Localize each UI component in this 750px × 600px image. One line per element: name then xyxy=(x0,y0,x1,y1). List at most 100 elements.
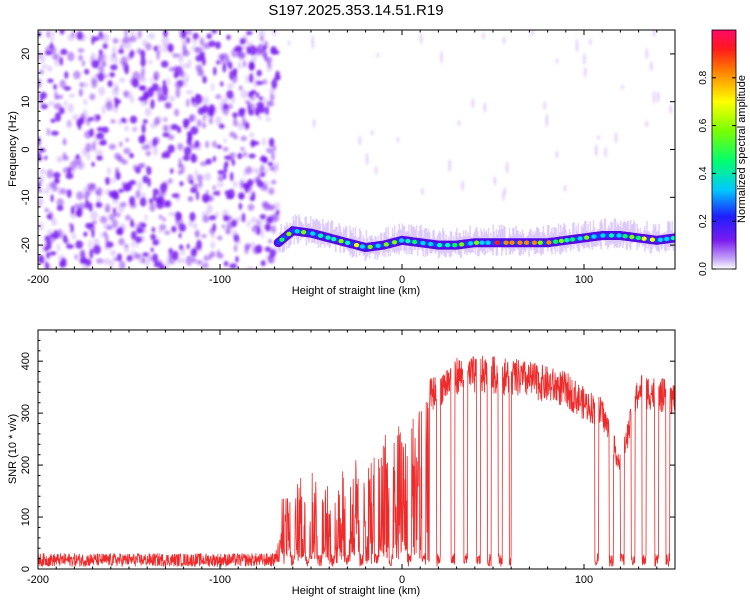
noise-speckle xyxy=(244,100,251,105)
noise-speckle xyxy=(143,91,150,97)
noise-speckle xyxy=(38,188,43,193)
noise-speckle xyxy=(67,33,75,42)
colorbar-tick-label: 0.4 xyxy=(698,166,709,180)
noise-speckle xyxy=(191,96,196,104)
noise-speckle xyxy=(163,117,168,122)
ridge-peak xyxy=(524,240,530,245)
noise-speckle xyxy=(118,49,124,54)
noise-speckle xyxy=(132,126,138,132)
noise-speckle xyxy=(226,215,233,220)
noise-speckle xyxy=(79,33,87,42)
ridge-peak xyxy=(383,242,389,247)
ridge-peak xyxy=(445,242,451,248)
noise-speckle xyxy=(162,217,166,222)
noise-speckle xyxy=(241,212,246,223)
noise-speckle xyxy=(111,46,117,53)
noise-speckle xyxy=(44,235,51,242)
noise-speckle xyxy=(142,252,149,257)
noise-speckle xyxy=(88,202,93,212)
ridge-peak xyxy=(569,237,576,242)
noise-speckle xyxy=(203,254,209,262)
noise-speckle xyxy=(135,238,139,248)
ridge-peak xyxy=(635,235,642,241)
noise-speckle xyxy=(38,175,44,184)
noise-speckle xyxy=(98,86,106,96)
noise-speckle xyxy=(111,177,116,184)
noise-speckle xyxy=(243,151,248,158)
noise-speckle xyxy=(144,107,152,117)
noise-speckle xyxy=(229,263,238,269)
snr-xlabel: Height of straight line (km) xyxy=(292,585,420,597)
noise-speckle xyxy=(148,198,154,204)
y-tick-label: 200 xyxy=(20,456,32,474)
noise-speckle xyxy=(81,147,89,157)
noise-speckle xyxy=(229,152,236,159)
ridge-halo xyxy=(331,220,334,244)
noise-speckle xyxy=(287,40,291,46)
y-tick-label: 100 xyxy=(20,508,32,526)
y-tick-label: 400 xyxy=(20,352,32,370)
noise-speckle xyxy=(259,96,263,101)
noise-speckle xyxy=(156,199,164,210)
noise-speckle xyxy=(85,222,93,229)
ridge-peak xyxy=(391,240,398,245)
noise-speckle xyxy=(148,256,154,263)
noise-speckle xyxy=(122,36,130,44)
noise-speckle xyxy=(650,61,653,72)
colorbar-tick-label: 0.2 xyxy=(698,214,709,228)
noise-speckle xyxy=(66,189,72,198)
noise-speckle xyxy=(83,99,88,106)
noise-speckle xyxy=(152,237,159,245)
ridge-peak xyxy=(367,244,373,250)
ridge-halo xyxy=(572,223,574,244)
noise-speckle xyxy=(47,65,53,72)
noise-speckle xyxy=(117,119,123,125)
noise-speckle xyxy=(179,181,184,187)
noise-speckle xyxy=(209,251,216,258)
noise-speckle xyxy=(129,152,134,159)
noise-speckle xyxy=(259,214,267,220)
snr-ylabel: SNR (10 * v/v) xyxy=(7,414,19,484)
noise-speckle xyxy=(46,30,51,38)
noise-speckle xyxy=(75,209,81,217)
noise-speckle xyxy=(269,93,275,101)
noise-speckle xyxy=(222,146,229,152)
noise-speckle xyxy=(150,99,155,110)
noise-speckle xyxy=(44,207,49,213)
ridge-halo xyxy=(364,243,367,261)
noise-speckle xyxy=(168,66,176,72)
noise-speckle xyxy=(229,171,234,182)
noise-speckle xyxy=(156,50,160,61)
noise-speckle xyxy=(68,227,74,234)
noise-speckle xyxy=(396,137,400,143)
noise-speckle xyxy=(183,146,192,156)
noise-speckle xyxy=(264,185,268,193)
noise-speckle xyxy=(80,113,86,121)
noise-speckle xyxy=(265,116,271,122)
noise-speckle xyxy=(174,108,180,117)
noise-speckle xyxy=(129,179,137,186)
noise-speckle xyxy=(483,102,486,113)
noise-speckle xyxy=(262,79,268,85)
noise-speckle xyxy=(92,114,101,123)
noise-speckle xyxy=(54,178,60,184)
noise-speckle xyxy=(112,104,119,113)
noise-speckle xyxy=(255,244,263,254)
noise-speckle xyxy=(99,215,108,224)
snr-panel: -200 -100 0 100 0 100 200 300 400 Height of str… xyxy=(7,329,676,597)
noise-speckle xyxy=(118,237,125,246)
noise-speckle xyxy=(86,183,95,190)
ridge-peak xyxy=(412,239,418,245)
noise-speckle xyxy=(254,107,261,114)
noise-speckle xyxy=(131,239,135,249)
noise-speckle xyxy=(239,180,244,190)
ridge-halo xyxy=(633,220,635,242)
noise-speckle xyxy=(185,90,194,95)
snr-x-ticks: -200 -100 0 100 xyxy=(27,330,676,586)
ridge-peak xyxy=(616,233,622,238)
noise-speckle xyxy=(105,177,110,186)
ridge-halo xyxy=(330,220,333,244)
noise-speckle xyxy=(145,164,149,172)
noise-speckle xyxy=(202,215,209,223)
noise-speckle xyxy=(251,141,260,146)
